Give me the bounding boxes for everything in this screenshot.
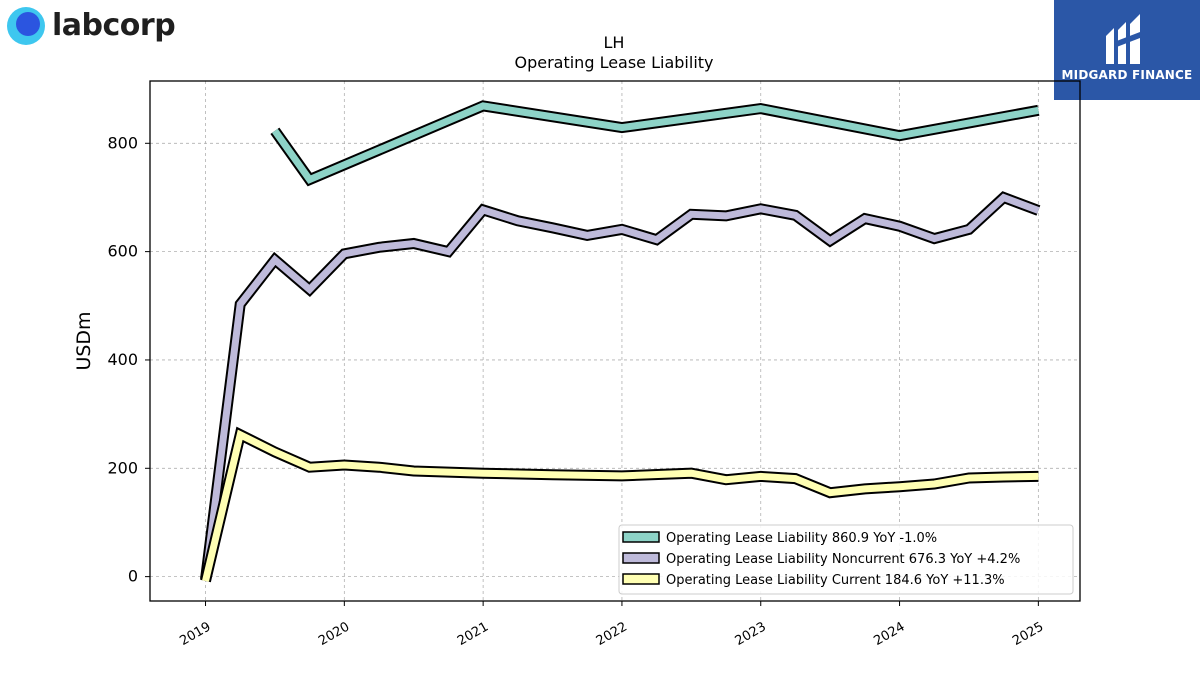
x-tick-label: 2020: [316, 619, 352, 649]
x-tick-label: 2024: [871, 619, 907, 649]
midgard-finance-text: MIDGARD FINANCE: [1061, 68, 1193, 82]
y-tick-label: 200: [107, 458, 138, 477]
plot-frame: [149, 80, 1081, 602]
legend-swatch: [622, 573, 660, 585]
legend-label: Operating Lease Liability 860.9 YoY -1.0…: [666, 531, 937, 546]
x-tick-label: 2019: [177, 619, 213, 649]
y-tick-label: 0: [128, 567, 138, 586]
labcorp-logo-icon: [6, 6, 45, 45]
x-tick-label: 2023: [733, 619, 769, 649]
legend-swatch: [622, 531, 660, 543]
series-3: [200, 426, 1039, 583]
series-line: [202, 429, 1039, 582]
legend: Operating Lease Liability 860.9 YoY -1.0…: [618, 524, 1074, 595]
y-tick-label: 600: [107, 242, 138, 261]
midgard-finance-badge: MIDGARD FINANCE: [1054, 0, 1200, 100]
x-tick-label: 2025: [1010, 619, 1046, 649]
y-tick-label: 400: [107, 350, 138, 369]
brand-name: labcorp: [52, 7, 176, 43]
series-1: [270, 100, 1040, 187]
x-tick-label: 2022: [594, 619, 630, 649]
labcorp-logo: labcorp: [6, 4, 176, 46]
series-line: [272, 102, 1040, 184]
midgard-finance-logo-icon: [1106, 14, 1140, 64]
series-line: [202, 193, 1040, 580]
legend-box: [618, 524, 1074, 595]
legend-swatch: [622, 552, 660, 564]
legend-label: Operating Lease Liability Noncurrent 676…: [666, 552, 1020, 567]
series-2: [200, 191, 1041, 580]
x-tick-label: 2021: [455, 619, 491, 649]
y-tick-label: 800: [107, 133, 138, 152]
chart-title: LH: [604, 33, 625, 52]
legend-label: Operating Lease Liability Current 184.6 …: [666, 573, 1005, 588]
chart-subtitle: Operating Lease Liability: [514, 53, 713, 72]
y-axis-label: USDm: [73, 311, 95, 370]
series-layer: [200, 100, 1041, 583]
